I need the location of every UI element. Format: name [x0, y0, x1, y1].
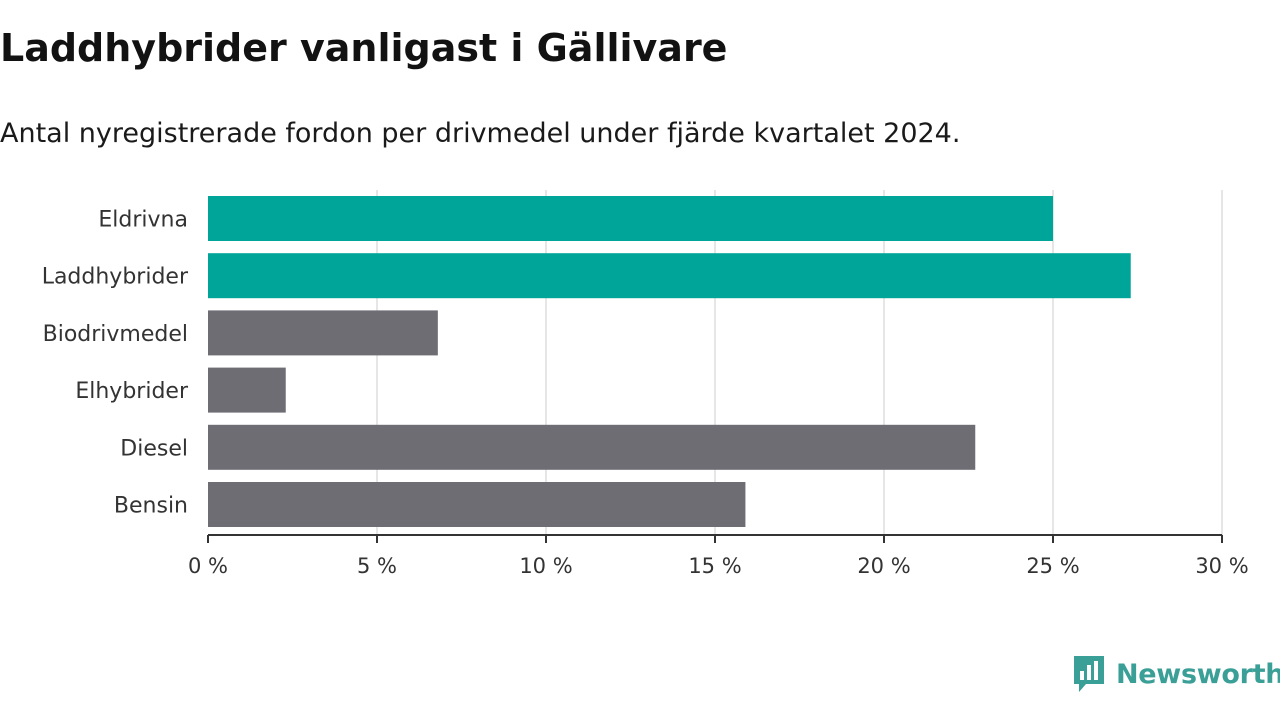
bar-laddhybrider	[208, 253, 1131, 299]
gridlines	[376, 190, 1223, 535]
x-tick-label: 25 %	[1026, 554, 1079, 578]
x-tick-label: 0 %	[188, 554, 228, 578]
x-axis: 0 % 5 % 10 % 15 % 20 % 25 % 30 %	[188, 534, 1249, 578]
category-labels: Eldrivna Laddhybrider Biodrivmedel Elhybrid…	[42, 208, 189, 519]
chart-subtitle: Antal nyregistrerade fordon per drivmede…	[0, 118, 961, 149]
category-label: Elhybrider	[75, 379, 189, 404]
brand-name: Newsworthy	[1116, 658, 1280, 690]
x-tick-label: 15 %	[688, 554, 741, 578]
category-label: Bensin	[114, 494, 188, 519]
bar-biodrivmedel	[208, 310, 438, 356]
newsworthy-brand: Newsworthy	[1072, 654, 1280, 694]
bar-diesel	[208, 424, 976, 470]
x-tick-label: 5 %	[357, 554, 397, 578]
category-label: Diesel	[120, 436, 188, 461]
x-tick-label: 10 %	[519, 554, 572, 578]
bars	[208, 196, 1131, 527]
category-label: Eldrivna	[98, 208, 188, 233]
bar-elhybrider	[208, 367, 286, 413]
bar-bensin	[208, 482, 746, 527]
x-tick-label: 20 %	[857, 554, 910, 578]
category-label: Biodrivmedel	[43, 322, 188, 347]
bar-chart: Eldrivna Laddhybrider Biodrivmedel Elhybrid…	[42, 190, 1249, 578]
newsworthy-logo-icon	[1074, 656, 1104, 692]
x-tick-label: 30 %	[1195, 554, 1248, 578]
category-label: Laddhybrider	[42, 265, 189, 290]
bar-eldrivna	[208, 196, 1053, 241]
chart-title: Laddhybrider vanligast i Gällivare	[0, 26, 728, 70]
